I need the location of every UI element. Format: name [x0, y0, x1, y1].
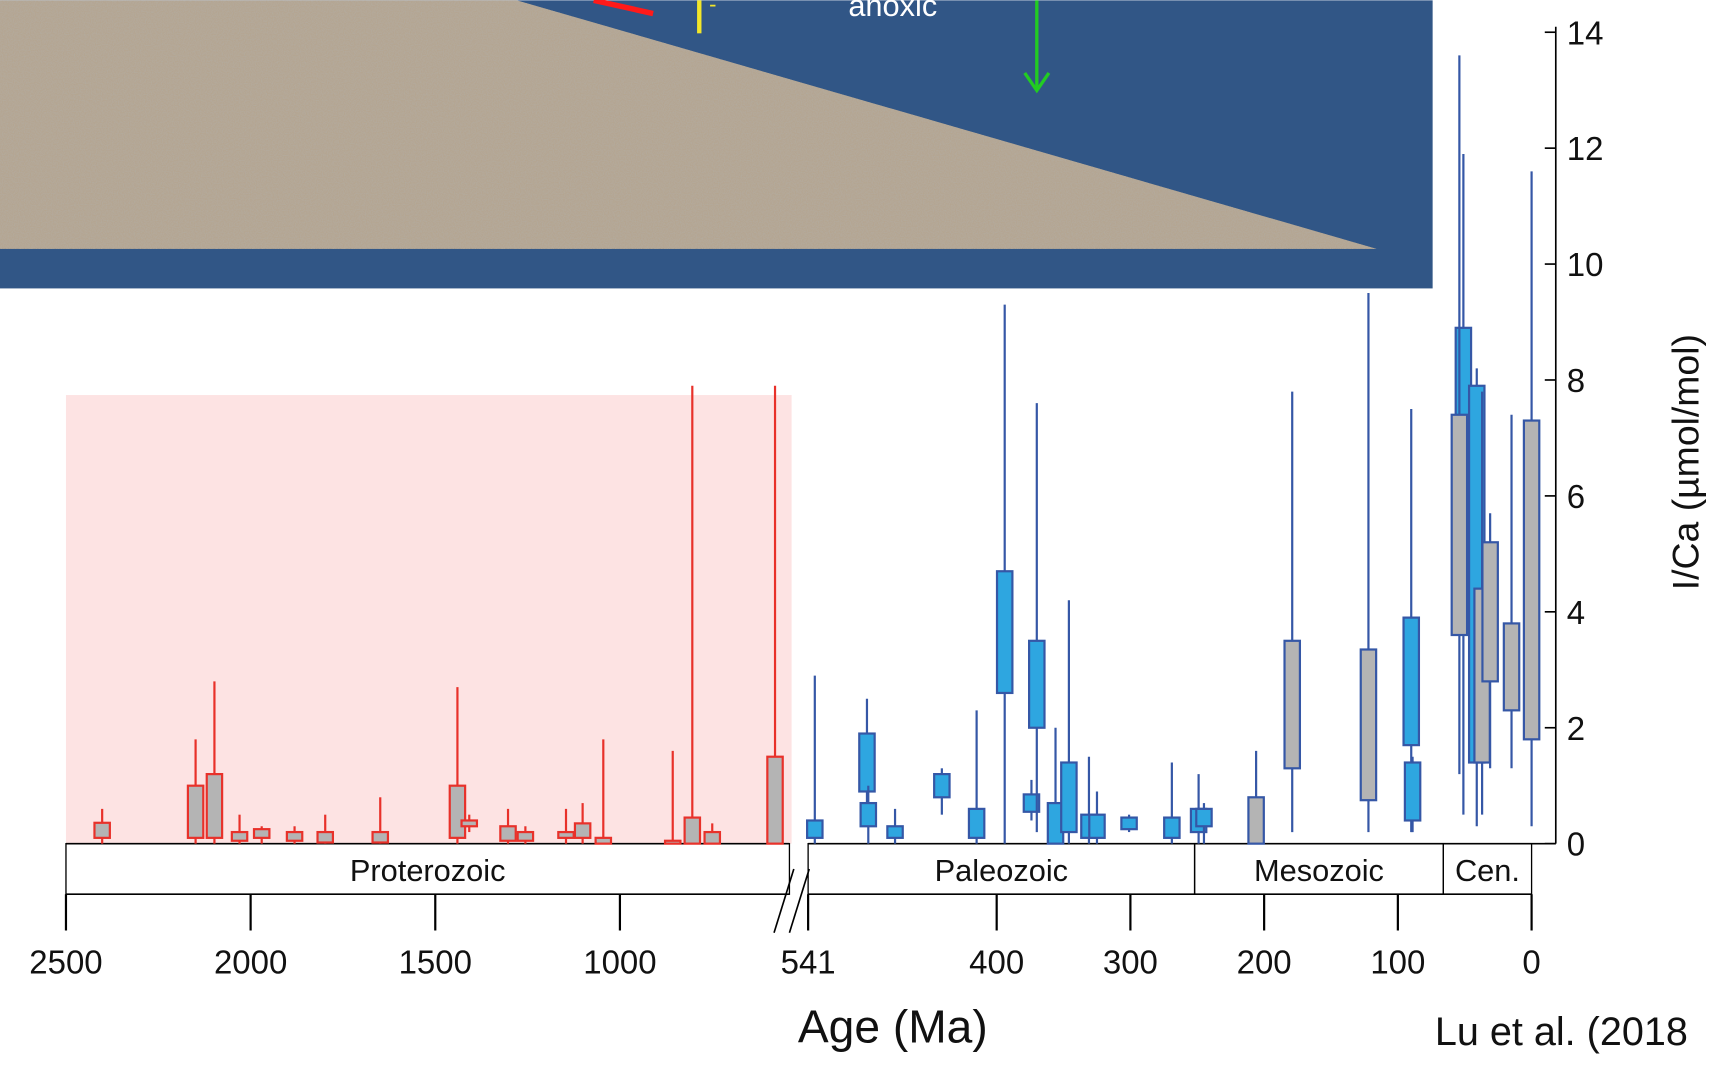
period-shade: [65, 395, 792, 844]
annotation: anoxic: [848, 0, 937, 23]
box: [316, 830, 335, 844]
box: [806, 819, 824, 839]
x-tick-label: 2000: [214, 943, 287, 980]
arrow-head: [1023, 71, 1051, 94]
box: [1060, 761, 1078, 834]
x-axis-label: Age (Ma): [798, 1001, 988, 1053]
box: [499, 825, 517, 842]
break-mark: [773, 868, 795, 933]
box: [1120, 816, 1138, 831]
axis-break: [773, 868, 811, 933]
box: [460, 819, 479, 828]
era-label: Cen.: [1455, 853, 1520, 888]
box: [252, 828, 271, 839]
box: [1247, 796, 1265, 845]
x-tick-label: 400: [969, 943, 1024, 980]
x-tick-label: 1000: [583, 943, 656, 980]
x-tick-label: 2500: [29, 943, 102, 980]
red-line: [593, 0, 654, 17]
box: [766, 755, 784, 845]
box: [1359, 648, 1378, 802]
ocean-diagram: - anoxic: [0, 0, 1433, 289]
box: [1402, 616, 1421, 747]
x-tick-label: 0: [1522, 943, 1540, 980]
box: [995, 570, 1014, 695]
box: [703, 830, 722, 845]
y-tick-label: 12: [1567, 130, 1604, 167]
citation: Lu et al. (2018: [1435, 1010, 1688, 1054]
box: [1403, 761, 1422, 822]
y-tick-label: 0: [1567, 826, 1585, 863]
y-tick-label: 10: [1567, 246, 1604, 283]
box: [557, 830, 575, 839]
x-tick-label: 100: [1370, 943, 1425, 980]
era-label: Proterozoic: [350, 853, 506, 888]
box: [1481, 541, 1499, 683]
box: [886, 825, 904, 839]
sign: -: [709, 0, 716, 16]
box: [1502, 622, 1521, 712]
break-mark: [788, 868, 811, 933]
box: [205, 773, 224, 839]
sediment-wedge: [0, 0, 1377, 249]
x-tick-label: 300: [1103, 943, 1158, 980]
x-tick-label: 541: [781, 943, 836, 980]
box: [186, 784, 205, 839]
box: [516, 830, 535, 842]
box: [1450, 413, 1469, 637]
box: [1088, 813, 1106, 839]
box: [858, 732, 876, 793]
box: [448, 784, 467, 839]
era-label: Mesozoic: [1254, 853, 1384, 888]
box: [933, 773, 951, 799]
x-tick-label: 200: [1237, 943, 1292, 980]
box: [1022, 793, 1041, 813]
y-tick-label: 6: [1567, 478, 1585, 515]
box: [683, 816, 702, 845]
box: [1522, 419, 1541, 741]
box: [594, 836, 613, 845]
box: [371, 830, 390, 844]
box: [285, 830, 304, 842]
box: [230, 830, 249, 842]
box: [93, 821, 111, 839]
box: [663, 839, 682, 845]
box: [1163, 816, 1181, 839]
box: [967, 807, 986, 839]
y-tick-label: 2: [1567, 710, 1585, 747]
box: [859, 801, 878, 828]
y-tick-label: 14: [1567, 14, 1604, 51]
y-tick-label: 8: [1567, 362, 1585, 399]
box: [1028, 639, 1046, 729]
x-tick-label: 1500: [399, 943, 472, 980]
era-label: Paleozoic: [935, 853, 1068, 888]
box: [573, 822, 592, 839]
box: [1283, 639, 1302, 770]
y-axis-label: I/Ca (µmol/mol): [1665, 334, 1707, 590]
y-tick-label: 4: [1567, 594, 1585, 631]
box: [1195, 807, 1213, 828]
